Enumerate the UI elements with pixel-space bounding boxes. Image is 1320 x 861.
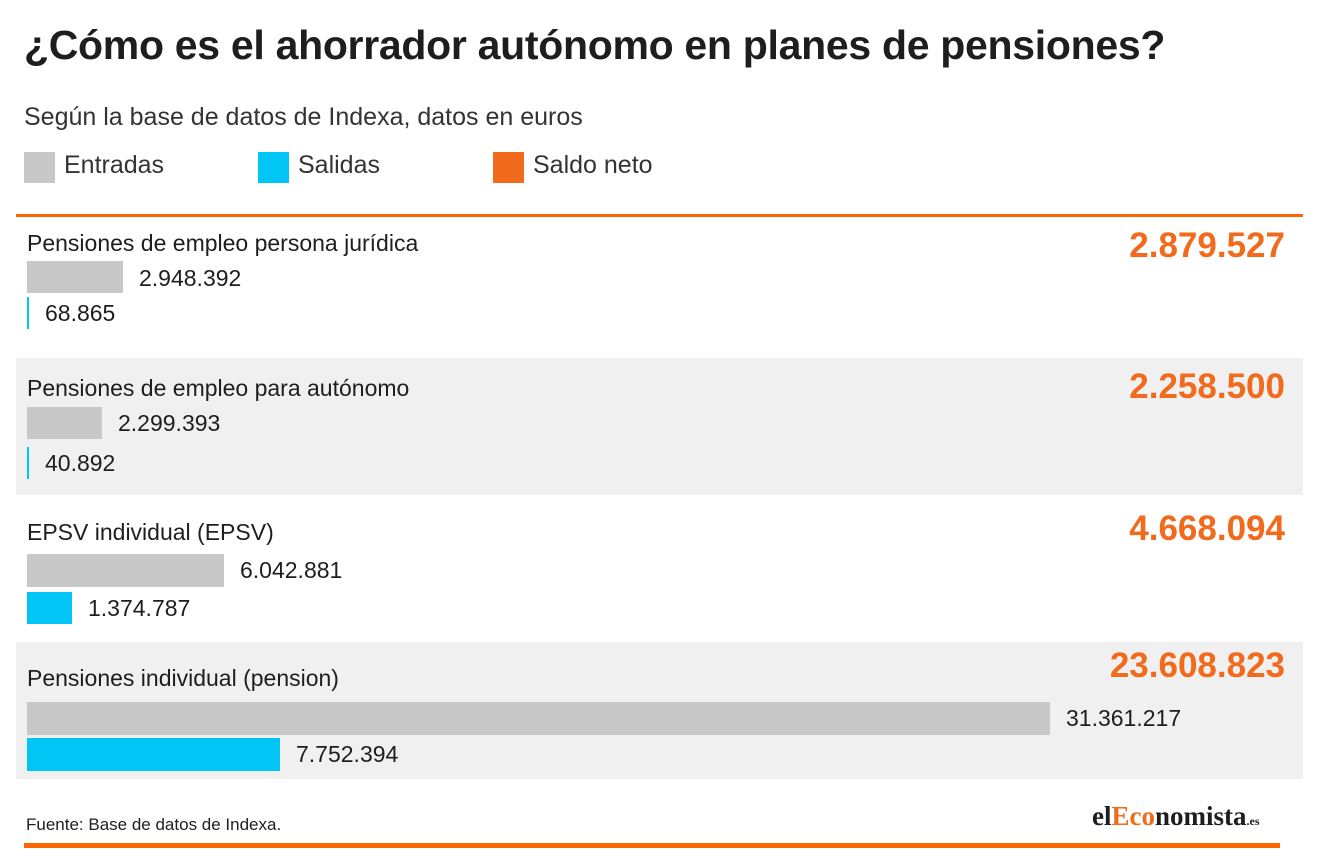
category-label: Pensiones de empleo para autónomo [27,375,410,401]
chart-title: ¿Cómo es el ahorrador autónomo en planes… [24,22,1166,68]
entradas-value-label: 31.361.217 [1066,705,1182,731]
net-balance-label: 4.668.094 [1129,509,1285,548]
legend-label-salidas: Salidas [298,151,380,179]
entradas-bar [27,702,1050,735]
logo-part: el [1092,801,1112,831]
chart-row: Pensiones de empleo persona jurídica 2.8… [16,217,1303,358]
salidas-bar [27,592,72,624]
legend-label-entradas: Entradas [64,151,165,179]
publisher-logo: elEconomista.es [1092,801,1260,832]
source-note: Fuente: Base de datos de Indexa. [26,815,282,834]
salidas-bar [27,297,29,329]
entradas-bar [27,261,123,293]
logo-part: nomista [1155,801,1247,831]
entradas-value-label: 2.299.393 [118,410,221,436]
net-balance-label: 2.258.500 [1129,367,1285,406]
category-label: Pensiones individual (pension) [27,665,339,691]
salidas-bar [27,447,29,479]
chart-row: Pensiones de empleo para autónomo 2.258.… [16,358,1303,495]
salidas-value-label: 1.374.787 [88,595,191,621]
top-divider [16,214,1303,217]
chart-subtitle: Según la base de datos de Indexa, datos … [24,103,583,131]
legend-label-saldo-neto: Saldo neto [533,151,653,179]
salidas-bar [27,738,280,771]
legend-swatch-salidas [258,152,289,183]
bottom-divider [24,843,1280,848]
entradas-bar [27,407,102,439]
net-balance-label: 2.879.527 [1129,226,1285,265]
salidas-value-label: 7.752.394 [296,741,399,767]
net-balance-label: 23.608.823 [1109,646,1285,685]
logo-part-domain: .es [1246,814,1260,828]
legend-swatch-saldo-neto [493,152,524,183]
chart-row: Pensiones individual (pension) 23.608.82… [16,642,1303,779]
chart-row: EPSV individual (EPSV) 4.668.094 6.042.8… [16,495,1303,642]
salidas-value-label: 40.892 [45,450,116,476]
legend-swatch-entradas [24,152,55,183]
category-label: Pensiones de empleo persona jurídica [27,230,419,256]
entradas-value-label: 2.948.392 [139,265,242,291]
entradas-bar [27,554,224,587]
category-label: EPSV individual (EPSV) [27,519,274,545]
entradas-value-label: 6.042.881 [240,557,343,583]
logo-part-accent: Eco [1111,801,1156,831]
salidas-value-label: 68.865 [45,300,116,326]
